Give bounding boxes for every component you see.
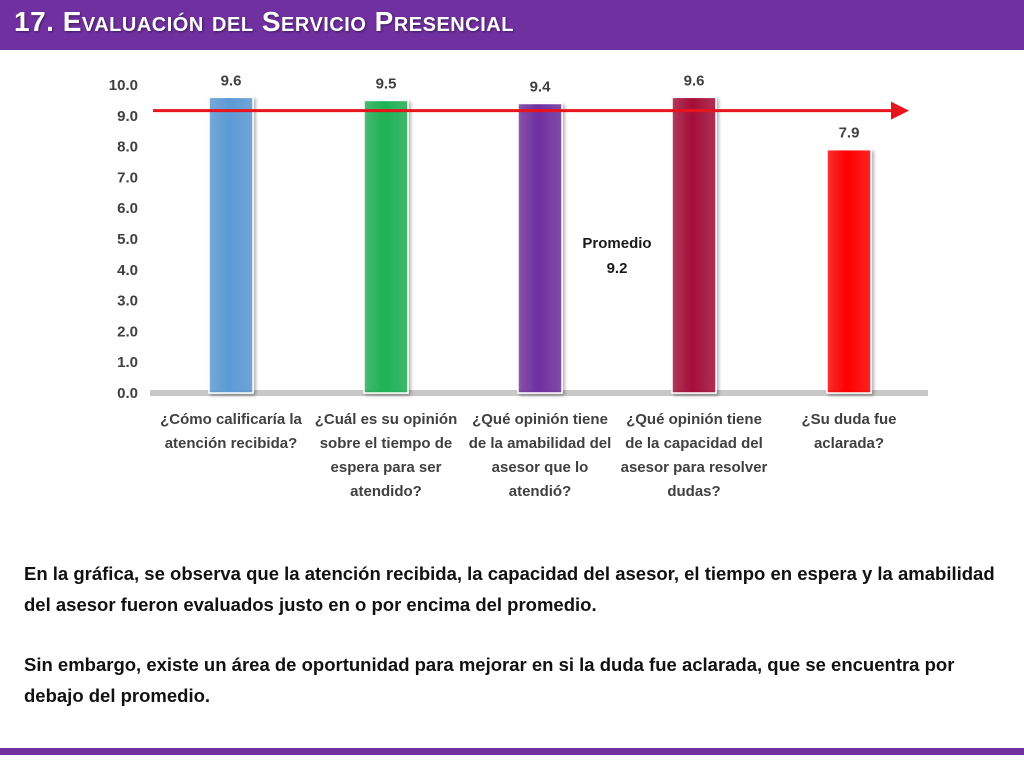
bars bbox=[208, 96, 872, 394]
y-tick-label: 10.0 bbox=[109, 77, 138, 94]
y-tick-label: 5.0 bbox=[117, 231, 138, 248]
bottom-bar bbox=[0, 748, 1024, 755]
x-category-label: ¿Cuál es su opinión sobre el tiempo de e… bbox=[314, 411, 458, 500]
analysis-paragraph-1: En la gráfica, se observa que la atenció… bbox=[24, 563, 995, 615]
analysis-paragraph-2: Sin embargo, existe un área de oportunid… bbox=[24, 654, 955, 706]
title-bar: 17. Evaluación del Servicio Presencial bbox=[0, 0, 1024, 50]
y-tick-label: 7.0 bbox=[117, 169, 138, 186]
bar bbox=[671, 96, 717, 394]
average-annotation: Promedio 9.2 bbox=[582, 235, 651, 277]
y-tick-label: 0.0 bbox=[117, 385, 138, 402]
y-tick-label: 8.0 bbox=[117, 139, 138, 156]
bar bbox=[826, 148, 872, 394]
y-tick-label: 6.0 bbox=[117, 200, 138, 217]
bar bbox=[517, 102, 563, 394]
y-tick-label: 9.0 bbox=[117, 108, 138, 125]
slide-title: 17. Evaluación del Servicio Presencial bbox=[14, 6, 514, 37]
data-labels: 9.6 9.5 9.4 9.6 7.9 bbox=[221, 72, 860, 141]
data-label: 9.6 bbox=[221, 72, 242, 89]
x-category-label: ¿Qué opinión tiene de la capacidad del a… bbox=[620, 411, 768, 500]
x-category-label: ¿Qué opinión tiene de la amabilidad del … bbox=[468, 411, 612, 500]
x-category-label: ¿Su duda fue aclarada? bbox=[801, 411, 897, 452]
bar bbox=[208, 96, 254, 394]
y-tick-label: 1.0 bbox=[117, 354, 138, 371]
average-annotation-value: 9.2 bbox=[607, 260, 628, 277]
y-tick-label: 4.0 bbox=[117, 262, 138, 279]
data-label: 9.6 bbox=[684, 72, 705, 89]
data-label: 9.4 bbox=[530, 78, 552, 95]
data-label: 9.5 bbox=[376, 75, 397, 92]
y-tick-label: 2.0 bbox=[117, 323, 138, 340]
data-label: 7.9 bbox=[839, 125, 860, 142]
average-annotation-label: Promedio bbox=[582, 235, 651, 252]
bar bbox=[363, 99, 409, 394]
y-tick-label: 3.0 bbox=[117, 293, 138, 310]
x-category-label: ¿Cómo calificaría la atención recibida? bbox=[160, 411, 302, 452]
bar-chart: 0.01.02.03.04.05.06.07.08.09.010.0 9.6 9.… bbox=[109, 72, 928, 402]
